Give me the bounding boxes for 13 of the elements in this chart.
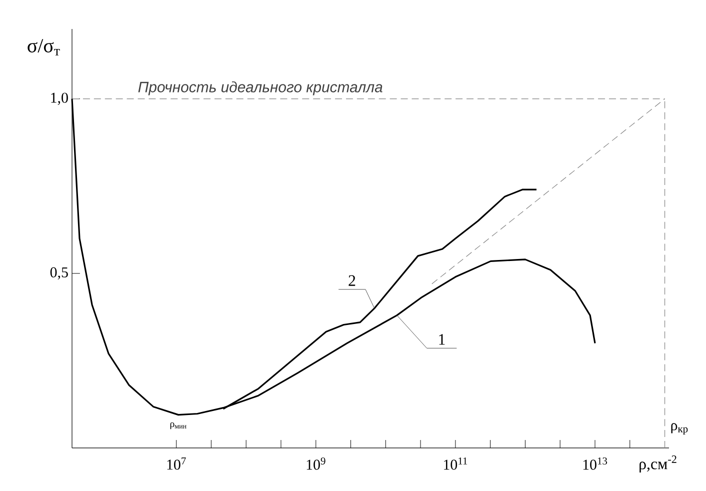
ref-line-label: ρ$_{кр}$ xyxy=(671,423,688,434)
x-tick-label: 10$^{7}$ xyxy=(167,457,186,470)
x-tick-label: 10$^{13}$ xyxy=(583,457,608,470)
x-axis-title: ρ,см$^{-2}$ xyxy=(640,455,676,473)
y-tick-label: 1,0 xyxy=(51,92,68,105)
x-tick-label: 10$^{9}$ xyxy=(306,457,326,470)
ref-line-label: Прочность идеального кристалла xyxy=(138,81,382,96)
y-tick-label: 0,5 xyxy=(50,267,68,280)
annotation: ρ$_{мин}$ xyxy=(170,422,186,430)
text: 1 xyxy=(439,334,445,345)
series-label: 2 xyxy=(348,275,356,286)
x-tick-label: 10$^{11}$ xyxy=(444,457,468,470)
y-axis-title: σ/σ$_{т}$ xyxy=(28,39,60,56)
